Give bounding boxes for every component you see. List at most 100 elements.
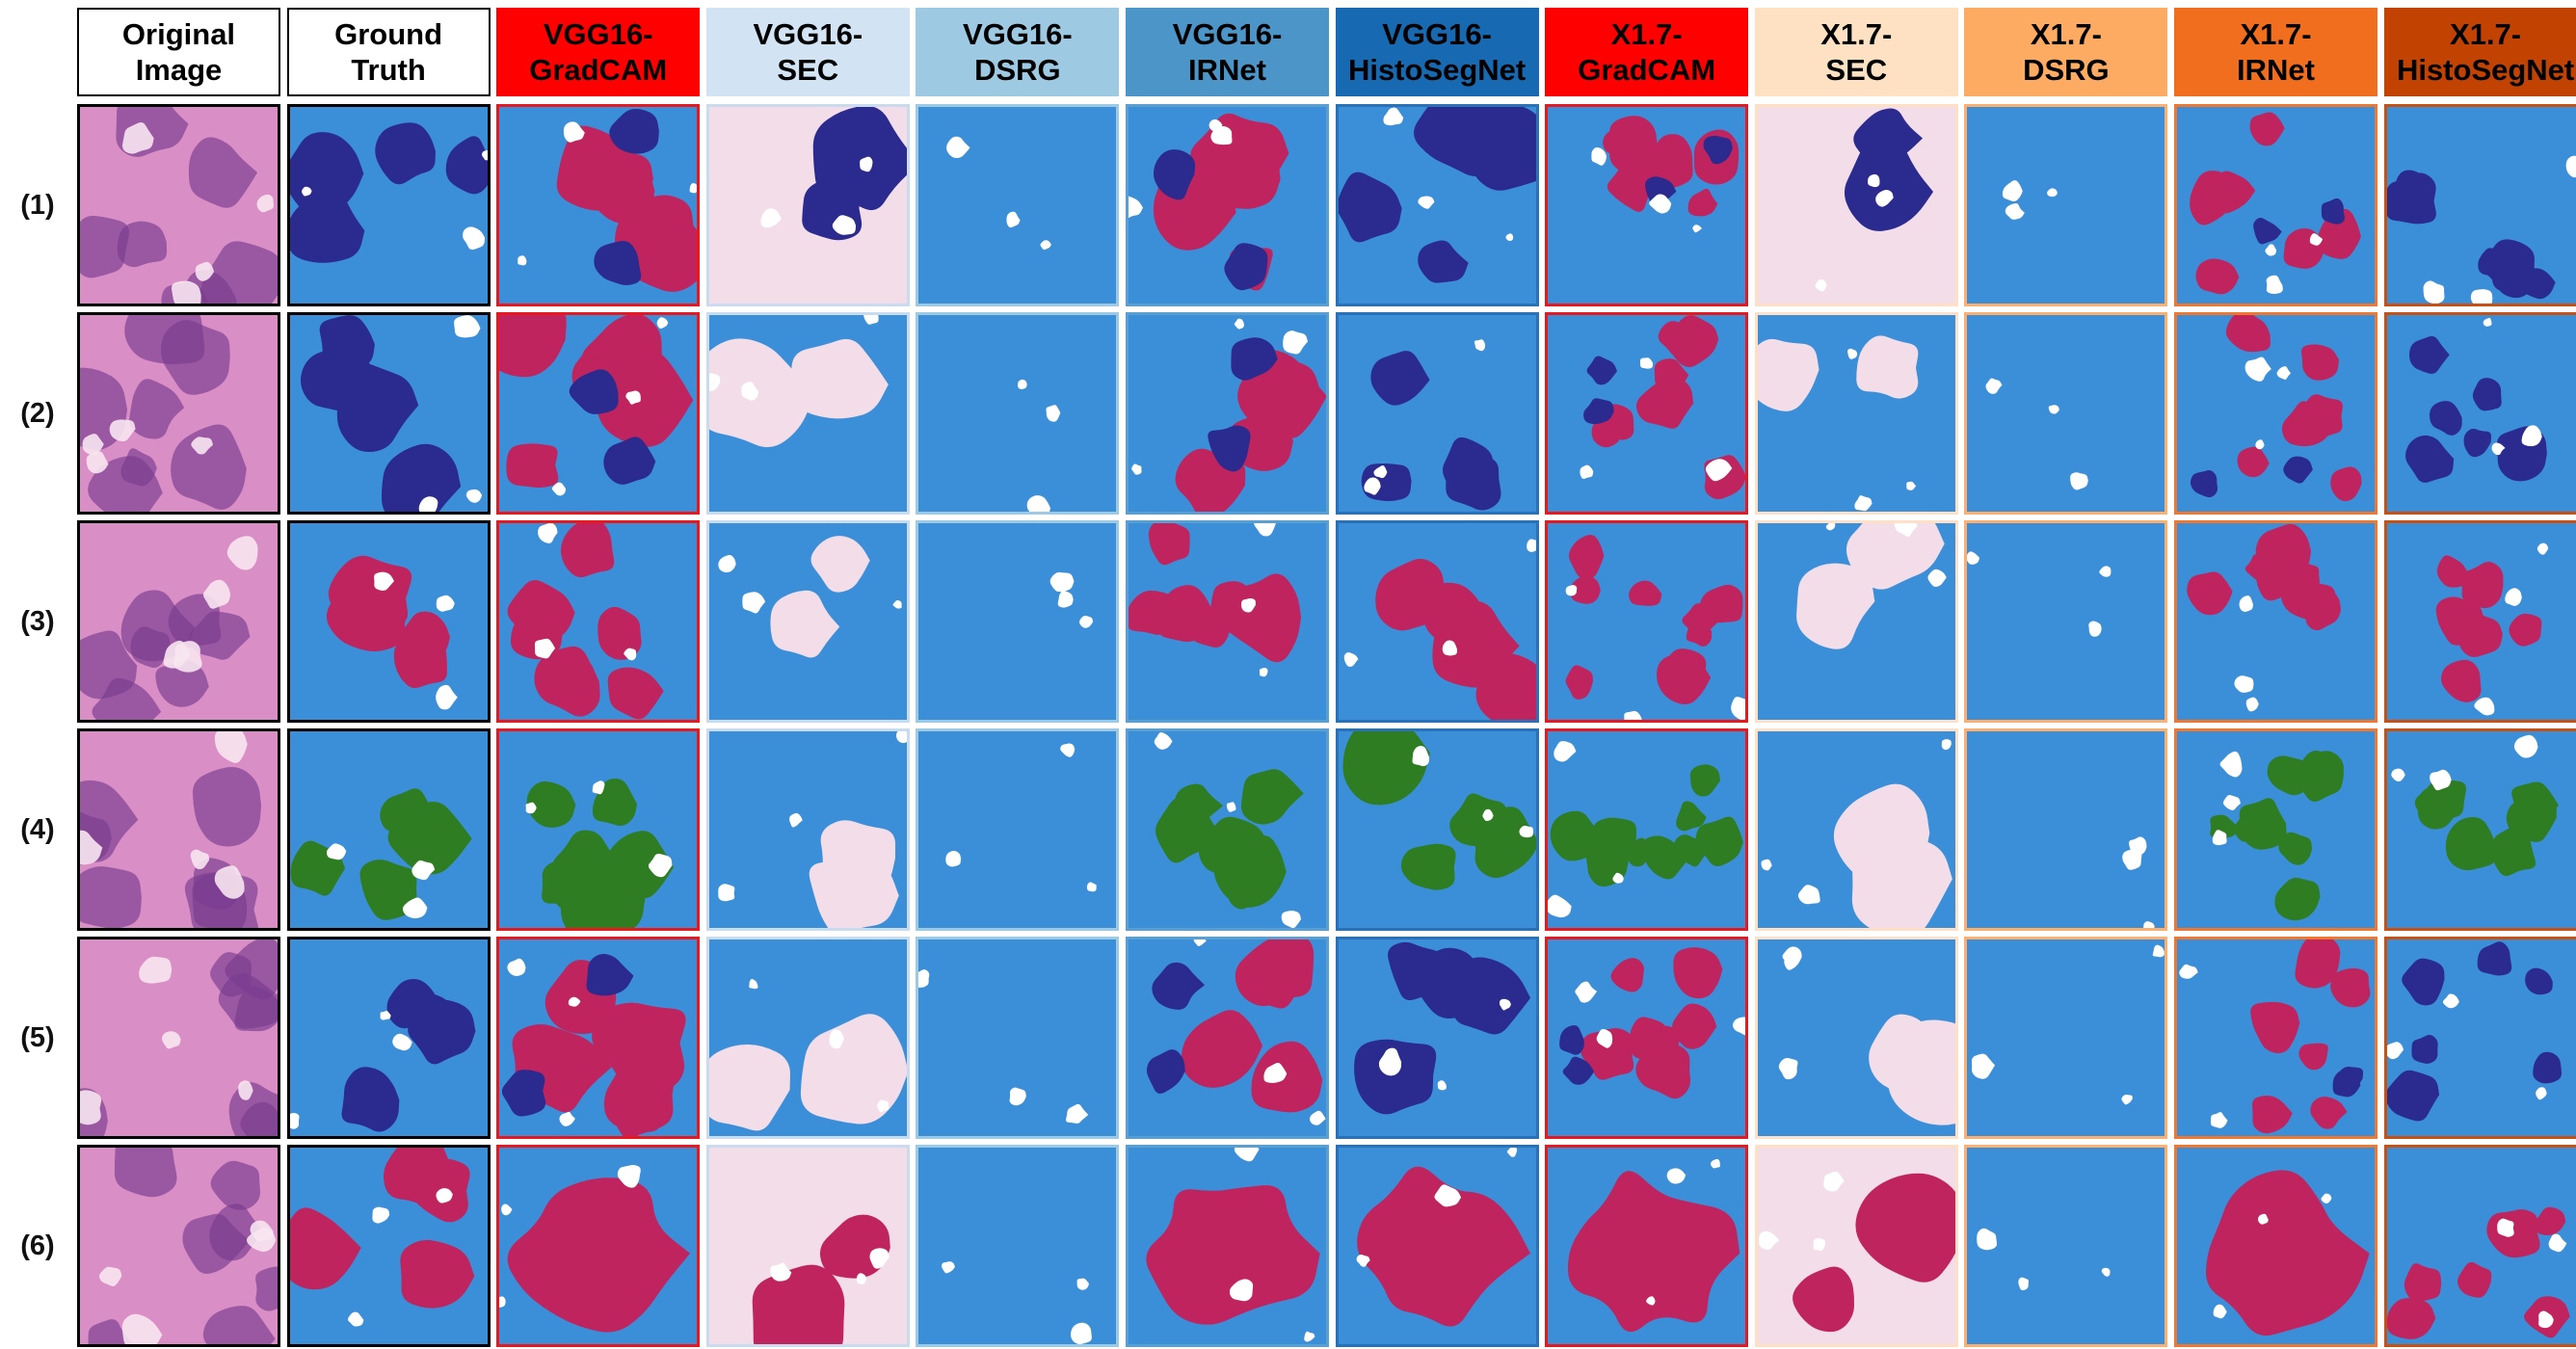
he-nuclei-region: [80, 215, 129, 278]
cell-image: [1338, 731, 1536, 928]
predicted-region: [328, 555, 412, 629]
cell-image: [499, 523, 698, 720]
predicted-region: [1673, 947, 1723, 999]
background-hole: [1226, 802, 1236, 812]
background-hole: [859, 156, 873, 172]
he-lumen: [214, 865, 245, 899]
predicted-region: [2278, 832, 2313, 865]
predicted-region: [609, 108, 660, 154]
background-hole: [2129, 836, 2147, 858]
background-hole: [1706, 459, 1733, 482]
background-hole: [481, 149, 488, 161]
cell-image: [289, 523, 488, 720]
predicted-region: [507, 1177, 691, 1333]
background-hole: [1046, 405, 1061, 422]
predicted-region: [1445, 450, 1501, 511]
image-cell-r4-c8: [1545, 728, 1749, 931]
predicted-region: [506, 443, 559, 489]
background-hole: [1434, 1184, 1461, 1207]
background-hole: [770, 1262, 792, 1282]
cell-image: [2177, 107, 2375, 304]
background-hole: [1733, 1017, 1746, 1036]
predicted-region: [1129, 590, 1175, 635]
predicted-region: [2295, 939, 2341, 989]
cell-image: [1548, 1148, 1746, 1344]
he-lumen: [190, 849, 210, 870]
predicted-region: [613, 1095, 666, 1136]
predicted-region: [2411, 1035, 2438, 1064]
background-hole: [1580, 464, 1594, 480]
segmentation-background: [918, 939, 1117, 1136]
predicted-region: [1475, 652, 1536, 720]
background-hole: [2521, 425, 2542, 447]
background-hole: [2179, 964, 2198, 979]
predicted-region: [1844, 139, 1933, 231]
background-hole: [1894, 523, 1918, 538]
he-lumen: [202, 579, 231, 609]
predicted-region: [2336, 1067, 2364, 1093]
predicted-region: [1472, 807, 1536, 879]
predicted-region: [593, 778, 638, 827]
background-hole: [1846, 348, 1858, 359]
cell-image: [2177, 315, 2375, 512]
predicted-region: [2274, 877, 2321, 921]
he-lumen: [161, 1031, 181, 1049]
background-hole: [2244, 357, 2271, 382]
predicted-region: [585, 154, 655, 225]
background-hole: [462, 226, 485, 251]
predicted-region: [1686, 616, 1713, 647]
predicted-region: [2205, 1170, 2370, 1336]
predicted-region: [1586, 356, 1618, 385]
predicted-region: [2234, 811, 2262, 842]
he-nuclei-region: [200, 241, 278, 304]
background-hole: [538, 523, 558, 543]
segmentation-background: [1967, 315, 2165, 512]
background-hole: [1373, 464, 1388, 479]
cell-image: [1967, 523, 2165, 720]
image-cell-r2-c7: [1335, 312, 1539, 515]
column-header-2: Ground Truth: [286, 8, 491, 96]
cell-image: [918, 523, 1117, 720]
predicted-region: [1252, 961, 1298, 1009]
predicted-region: [1650, 1025, 1681, 1053]
row-label-3: (3): [20, 605, 55, 637]
segmentation-background: [1967, 107, 2165, 304]
image-cell-r3-c2: [286, 520, 491, 723]
image-cell-r2-c9: [1754, 312, 1958, 515]
background-hole: [1263, 1062, 1288, 1083]
image-cell-r6-c11: [2174, 1145, 2377, 1347]
predicted-region: [374, 122, 436, 185]
background-hole: [856, 1273, 866, 1284]
he-nuclei-region: [210, 1160, 260, 1210]
predicted-region: [586, 953, 634, 996]
cell-image: [1338, 315, 1536, 512]
background-hole: [1259, 668, 1268, 677]
predicted-region: [1146, 1049, 1185, 1095]
image-cell-r4-c1: [77, 728, 280, 931]
background-hole: [895, 731, 907, 744]
image-cell-r4-c12: [2383, 728, 2576, 931]
he-lumen: [82, 434, 104, 456]
column-header-4: VGG16- SEC: [705, 8, 910, 96]
column-header-10: X1.7- DSRG: [1964, 8, 2168, 96]
column-header-8: X1.7- GradCAM: [1545, 8, 1749, 96]
background-hole: [1006, 211, 1021, 228]
predicted-region: [2490, 824, 2536, 877]
background-hole: [1229, 1279, 1254, 1302]
predicted-region: [1174, 783, 1224, 831]
background-hole: [501, 1204, 513, 1216]
background-hole: [1417, 196, 1435, 209]
background-hole: [2536, 542, 2548, 555]
image-cell-r2-c10: [1964, 312, 2168, 515]
predicted-region: [2190, 470, 2218, 498]
background-hole: [347, 1311, 363, 1327]
background-hole: [1941, 739, 1952, 751]
predicted-region: [1641, 835, 1691, 880]
background-hole: [832, 215, 856, 235]
predicted-region: [2408, 335, 2450, 374]
cell-image: [289, 731, 488, 928]
predicted-region: [1148, 523, 1190, 566]
predicted-region: [1374, 558, 1444, 631]
cell-image: [80, 939, 278, 1136]
cell-image: [1548, 523, 1746, 720]
